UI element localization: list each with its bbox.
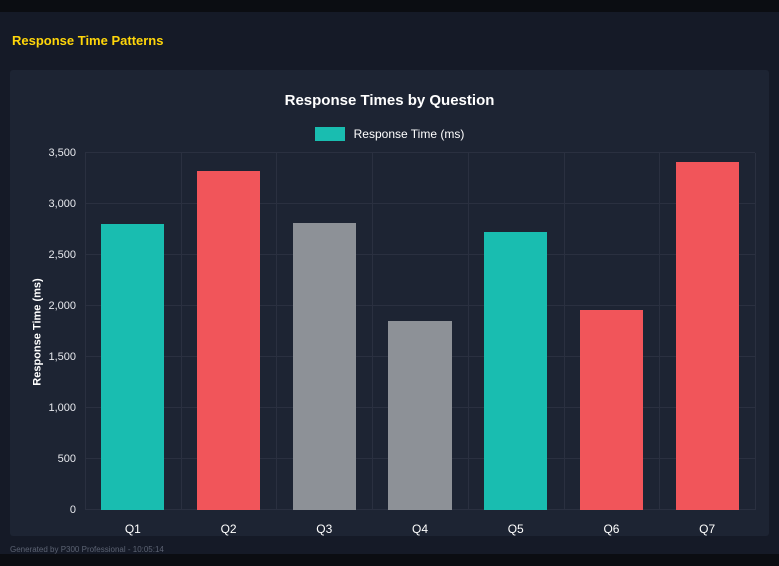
bar-q4[interactable]	[388, 321, 452, 510]
x-axis-label-q6: Q6	[603, 522, 620, 536]
bars-layer	[85, 153, 755, 510]
legend-label: Response Time (ms)	[353, 127, 465, 141]
y-tick-label: 3,000	[48, 198, 76, 210]
v-gridline	[372, 153, 374, 510]
page-background: Response Time Patterns Response Times by…	[0, 12, 779, 554]
y-tick-label: 500	[57, 453, 76, 465]
h-gridline	[85, 152, 755, 153]
v-gridline	[659, 153, 661, 510]
y-axis-ticks: 0 500 1,000 1,500 2,000 2,500 3,000 3,500	[10, 147, 76, 516]
plot-area	[85, 152, 756, 510]
bar-slot	[372, 153, 468, 510]
bar-slot	[564, 153, 660, 510]
page-title: Response Time Patterns	[12, 33, 164, 48]
v-gridline	[276, 153, 278, 510]
bar-q6[interactable]	[579, 310, 644, 510]
bar-slot	[276, 153, 372, 510]
bar-q2[interactable]	[196, 170, 261, 510]
legend-swatch	[314, 127, 345, 141]
footer-text: Generated by P300 Professional - 10:05:1…	[10, 545, 164, 554]
bar-slot	[659, 153, 755, 510]
x-axis-label-q4: Q4	[412, 522, 429, 536]
x-axis-label-q1: Q1	[124, 522, 141, 536]
h-gridline	[85, 305, 755, 306]
y-tick-label: 1,000	[48, 402, 76, 414]
y-tick-label: 3,500	[48, 147, 76, 159]
bar-q3[interactable]	[292, 223, 356, 510]
v-gridline	[755, 153, 756, 510]
chart-panel: Response Times by Question Response Time…	[10, 70, 769, 536]
bar-slot	[468, 153, 564, 510]
x-axis-label-q7: Q7	[699, 522, 716, 536]
chart-title: Response Times by Question	[284, 92, 495, 109]
h-gridline	[85, 203, 755, 204]
y-tick-label: 2,000	[48, 300, 76, 312]
y-tick-label: 0	[69, 504, 76, 516]
x-axis-label-q2: Q2	[220, 522, 237, 536]
h-gridline	[85, 254, 755, 255]
v-gridline	[563, 153, 565, 510]
v-gridline	[180, 153, 182, 510]
bar-q5[interactable]	[484, 231, 548, 510]
v-gridline	[85, 153, 86, 510]
bar-q7[interactable]	[675, 162, 739, 510]
bar-q1[interactable]	[101, 224, 165, 510]
y-tick-label: 1,500	[48, 351, 76, 363]
x-axis-label-q3: Q3	[316, 522, 333, 536]
x-axis-label-q5: Q5	[507, 522, 524, 536]
bar-slot	[181, 153, 277, 510]
bar-slot	[85, 153, 181, 510]
v-gridline	[467, 153, 469, 510]
x-axis-labels: Q1 Q2 Q3 Q4 Q5 Q6 Q7	[85, 522, 755, 536]
chart-legend[interactable]: Response Time (ms)	[10, 127, 769, 141]
y-tick-label: 2,500	[48, 249, 76, 261]
